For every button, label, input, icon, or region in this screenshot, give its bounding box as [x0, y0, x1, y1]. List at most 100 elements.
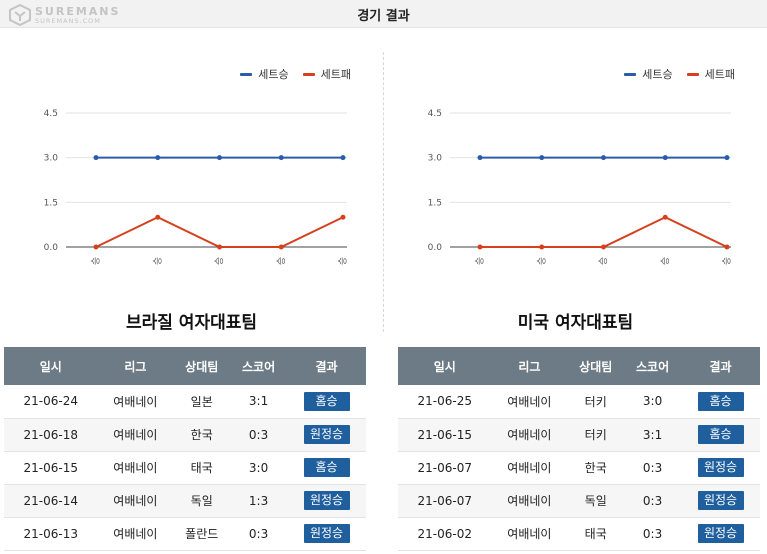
- cell-result: 원정승: [681, 517, 760, 551]
- table-row: 21-06-07 여배네이 한국 0:3 원정승: [398, 451, 760, 485]
- table-row: 21-06-15 여배네이 태국 3:0 홈승: [4, 451, 366, 485]
- table-row: 21-06-15 여배네이 터키 3:1 홈승: [398, 418, 760, 452]
- y-tick-label: 0.0: [44, 243, 59, 253]
- cell-result: 원정승: [287, 484, 366, 518]
- results-table: 일시 리그 상대팀 스코어 결과 21-06-25 여배네이 터키 3:0 홈승…: [398, 347, 760, 551]
- legend-swatch-win: [240, 72, 253, 76]
- cell-opponent: 태국: [173, 451, 231, 485]
- legend-swatch-loss: [302, 72, 315, 76]
- column-header-league: 리그: [124, 359, 147, 374]
- set-line-chart: 0.0 1.5 3.0 4.5 승 승 승 승 승: [44, 109, 349, 265]
- legend-item-win[interactable]: 세트승: [240, 66, 289, 82]
- x-tick-label: 승: [536, 257, 547, 265]
- data-point-loss: [539, 244, 545, 250]
- table-row: 21-06-24 여배네이 일본 3:1 홈승: [4, 385, 366, 419]
- cell-league: 여배네이: [97, 484, 174, 518]
- set-chart: 0.0 1.5 3.0 4.5 승 승 승 승 승 세트승 세트패: [384, 58, 767, 308]
- result-badge: 홈승: [697, 391, 744, 411]
- results-table: 일시 리그 상대팀 스코어 결과 21-06-24 여배네이 일본 3:1 홈승…: [4, 347, 366, 551]
- cell-result: 원정승: [287, 418, 366, 452]
- result-badge: 원정승: [303, 524, 350, 543]
- site-logo[interactable]: SUREMANS SUREMANS.COM: [8, 4, 121, 26]
- page-header: SUREMANS SUREMANS.COM 경기 결과: [0, 0, 767, 28]
- y-tick-label: 1.5: [44, 198, 58, 208]
- column-header-date: 일시: [433, 359, 456, 374]
- column-header-score: 스코어: [636, 359, 670, 374]
- data-point-win: [539, 155, 545, 161]
- data-point-win: [601, 155, 606, 161]
- cell-opponent: 한국: [173, 418, 231, 452]
- cell-score: 3:1: [624, 418, 682, 452]
- cell-league: 여배네이: [97, 451, 174, 485]
- table-row: 21-06-18 여배네이 한국 0:3 원정승: [4, 418, 366, 452]
- cell-score: 0:3: [624, 517, 682, 551]
- x-tick-label: 승: [276, 257, 287, 265]
- cell-date: 21-06-13: [4, 517, 98, 551]
- table-row: 21-06-07 여배네이 독일 0:3 원정승: [398, 484, 760, 518]
- cell-league: 여배네이: [491, 418, 568, 452]
- column-header-result: 결과: [709, 359, 732, 374]
- cell-score: 0:3: [230, 418, 288, 452]
- legend-item-win[interactable]: 세트승: [624, 66, 673, 82]
- cell-date: 21-06-07: [398, 451, 492, 485]
- legend-label-loss: 세트패: [704, 68, 735, 81]
- cell-date: 21-06-18: [4, 418, 98, 452]
- cell-score: 1:3: [230, 484, 288, 518]
- cell-date: 21-06-24: [4, 385, 98, 419]
- logo-text: SUREMANS: [35, 4, 121, 18]
- page-title: 경기 결과: [357, 9, 410, 24]
- column-header-opponent: 상대팀: [185, 359, 219, 374]
- column-header-result: 결과: [315, 359, 338, 374]
- data-point-win: [155, 155, 161, 161]
- data-point-loss: [662, 214, 668, 220]
- cell-result: 홈승: [287, 451, 366, 485]
- cell-date: 21-06-02: [398, 517, 492, 551]
- cell-date: 21-06-07: [398, 484, 492, 518]
- column-header-score: 스코어: [242, 359, 276, 374]
- series-line-loss: [95, 216, 344, 248]
- result-badge: 홈승: [697, 425, 744, 444]
- legend-label-win: 세트승: [642, 68, 673, 81]
- cell-result: 홈승: [681, 385, 760, 419]
- set-chart: 0.0 1.5 3.0 4.5 승 승 승 승 승 세트승 세트패: [0, 58, 383, 308]
- table-row: 21-06-02 여배네이 태국 0:3 원정승: [398, 517, 760, 551]
- legend-swatch-loss: [686, 72, 699, 76]
- legend-label-win: 세트승: [258, 68, 289, 81]
- cell-league: 여배네이: [491, 451, 568, 485]
- result-badge: 원정승: [697, 458, 744, 477]
- y-tick-label: 3.0: [428, 154, 443, 164]
- data-point-loss: [477, 244, 483, 250]
- result-badge: 원정승: [697, 491, 744, 510]
- table-header-row: 일시 리그 상대팀 스코어 결과: [398, 347, 760, 385]
- team-panel-usa: 0.0 1.5 3.0 4.5 승 승 승 승 승 세트승 세트패 미국 여자대표팀 일시 리그…: [384, 28, 767, 554]
- table-row: 21-06-13 여배네이 폴란드 0:3 원정승: [4, 517, 366, 551]
- legend-item-loss[interactable]: 세트패: [302, 66, 351, 82]
- chart-legend: 세트승 세트패: [610, 66, 735, 82]
- table-row: 21-06-14 여배네이 독일 1:3 원정승: [4, 484, 366, 518]
- set-line-chart: 0.0 1.5 3.0 4.5 승 승 승 승 승: [428, 109, 733, 265]
- data-point-loss: [601, 244, 606, 250]
- x-tick-label: 승: [660, 257, 671, 265]
- cell-score: 3:0: [624, 385, 682, 419]
- logo-subtext: SUREMANS.COM: [35, 16, 101, 25]
- data-point-win: [340, 155, 346, 161]
- data-point-loss: [340, 214, 346, 220]
- cell-opponent: 터키: [567, 418, 625, 452]
- cell-league: 여배네이: [97, 517, 174, 551]
- cell-opponent: 한국: [567, 451, 625, 485]
- cell-opponent: 일본: [173, 385, 231, 419]
- result-badge: 홈승: [303, 458, 350, 477]
- result-badge: 원정승: [697, 524, 744, 543]
- legend-item-loss[interactable]: 세트패: [686, 66, 735, 82]
- cell-date: 21-06-25: [398, 385, 492, 419]
- cell-opponent: 독일: [173, 484, 231, 518]
- cell-score: 0:3: [624, 484, 682, 518]
- team-name: 브라질 여자대표팀: [125, 313, 258, 333]
- cell-league: 여배네이: [97, 385, 174, 419]
- cell-opponent: 터키: [567, 385, 625, 419]
- x-tick-label: 승: [722, 257, 733, 265]
- result-badge: 홈승: [303, 391, 350, 411]
- cell-league: 여배네이: [97, 418, 174, 452]
- y-tick-label: 3.0: [44, 154, 59, 164]
- y-tick-label: 4.5: [44, 109, 58, 119]
